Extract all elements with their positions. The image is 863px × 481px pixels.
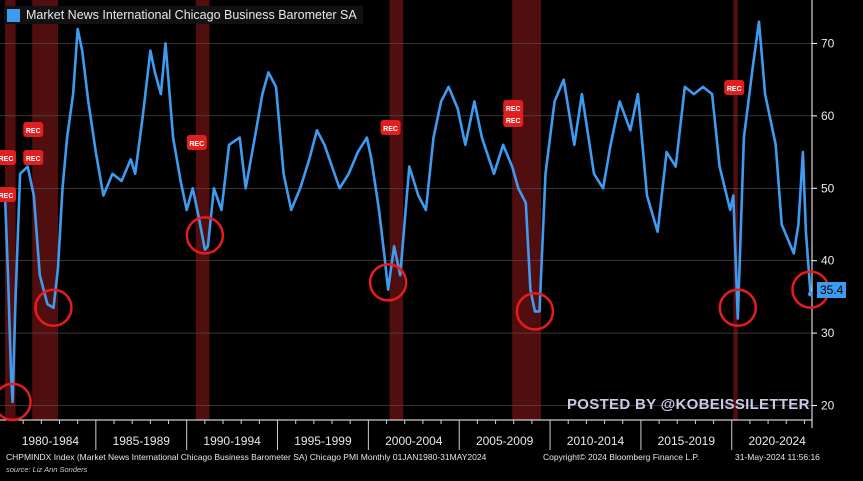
recession-band [733,0,738,420]
recession-marker: REC [380,120,401,135]
last-point [807,291,813,297]
recession-marker: REC [23,150,44,165]
recession-marker-box [0,150,16,165]
low-highlight-circle [0,382,32,422]
x-tick-label: 2010-2014 [567,434,625,448]
recession-marker-box [23,150,44,165]
recession-marker-box [724,80,745,95]
low-highlight-circle [185,216,225,255]
recession-band [389,0,404,420]
y-tick-label: 70 [821,36,835,50]
y-tick-label: 20 [821,399,835,413]
recession-marker: REC [724,80,745,95]
recession-marker-box [503,112,524,127]
series-line [3,20,812,404]
watermark: POSTED BY @KOBEISSILETTER [567,396,810,413]
footer-index-desc: CHPMINDX Index (Market News Internationa… [6,452,487,462]
x-axis: 1980-1984 1985-1989 1990-1994 1995-1999 2000… [0,419,812,450]
recession-band [5,0,16,420]
x-tick-label: 1995-1999 [294,434,352,448]
low-highlight-circle [368,263,408,302]
y-tick-label: 60 [821,109,835,123]
recession-band [195,0,210,420]
recession-marker: REC [186,135,207,150]
recession-marker-label: REC [383,126,398,133]
recession-marker-label: REC [727,86,742,93]
last-value-badge: 35.4 [817,282,847,298]
low-highlight-circle [34,288,73,328]
recession-marker-label: REC [0,156,13,163]
x-tick-label: 1985-1989 [113,434,171,448]
footer-copyright: Copyright© 2024 Bloomberg Finance L.P. [543,452,700,462]
recession-marker: REC [0,150,16,165]
recession-marker: REC [503,112,524,127]
source-note: source: Liz Ann Sonders [6,465,88,474]
y-tick-label: 30 [821,326,835,340]
recession-marker-label: REC [26,128,41,135]
recession-marker-label: REC [506,106,521,113]
recession-marker-label: REC [506,118,521,125]
recession-marker-box [380,120,401,135]
recession-bands [5,0,738,420]
recession-marker-label: REC [0,193,13,200]
x-tick-label: 2015-2019 [658,434,716,448]
y-axis: 20 30 40 50 60 70 [811,0,835,428]
grid-lines [0,43,812,406]
series-layer [3,20,813,404]
recession-marker: REC [0,187,16,202]
recession-marker-box [186,135,207,150]
footer-timestamp: 31-May-2024 11:56:16 [735,452,820,462]
recession-marker-box [23,122,44,137]
y-tick-label: 50 [821,181,835,195]
low-highlights [0,216,830,422]
recession-marker: REC [503,100,524,115]
recession-markers: REC REC REC REC REC REC REC REC REC [0,80,745,202]
low-highlight-circle [515,292,555,331]
y-tick-label: 40 [821,254,835,268]
x-tick-label: 1980-1984 [22,434,80,448]
recession-marker: REC [23,122,44,137]
legend-swatch [7,8,20,22]
x-tick-label: 2000-2004 [385,434,443,448]
recession-marker-label: REC [189,141,204,148]
x-tick-label: 1990-1994 [203,434,261,448]
legend-label: Market News International Chicago Busine… [26,8,357,22]
recession-marker-box [0,187,16,202]
recession-marker-box [503,100,524,115]
recession-marker-label: REC [26,156,41,163]
x-tick-label: 2020-2024 [748,434,806,448]
legend: Market News International Chicago Busine… [4,6,363,24]
low-highlight-circle [718,288,758,328]
x-tick-label: 2005-2009 [476,434,534,448]
recession-band [32,0,58,420]
